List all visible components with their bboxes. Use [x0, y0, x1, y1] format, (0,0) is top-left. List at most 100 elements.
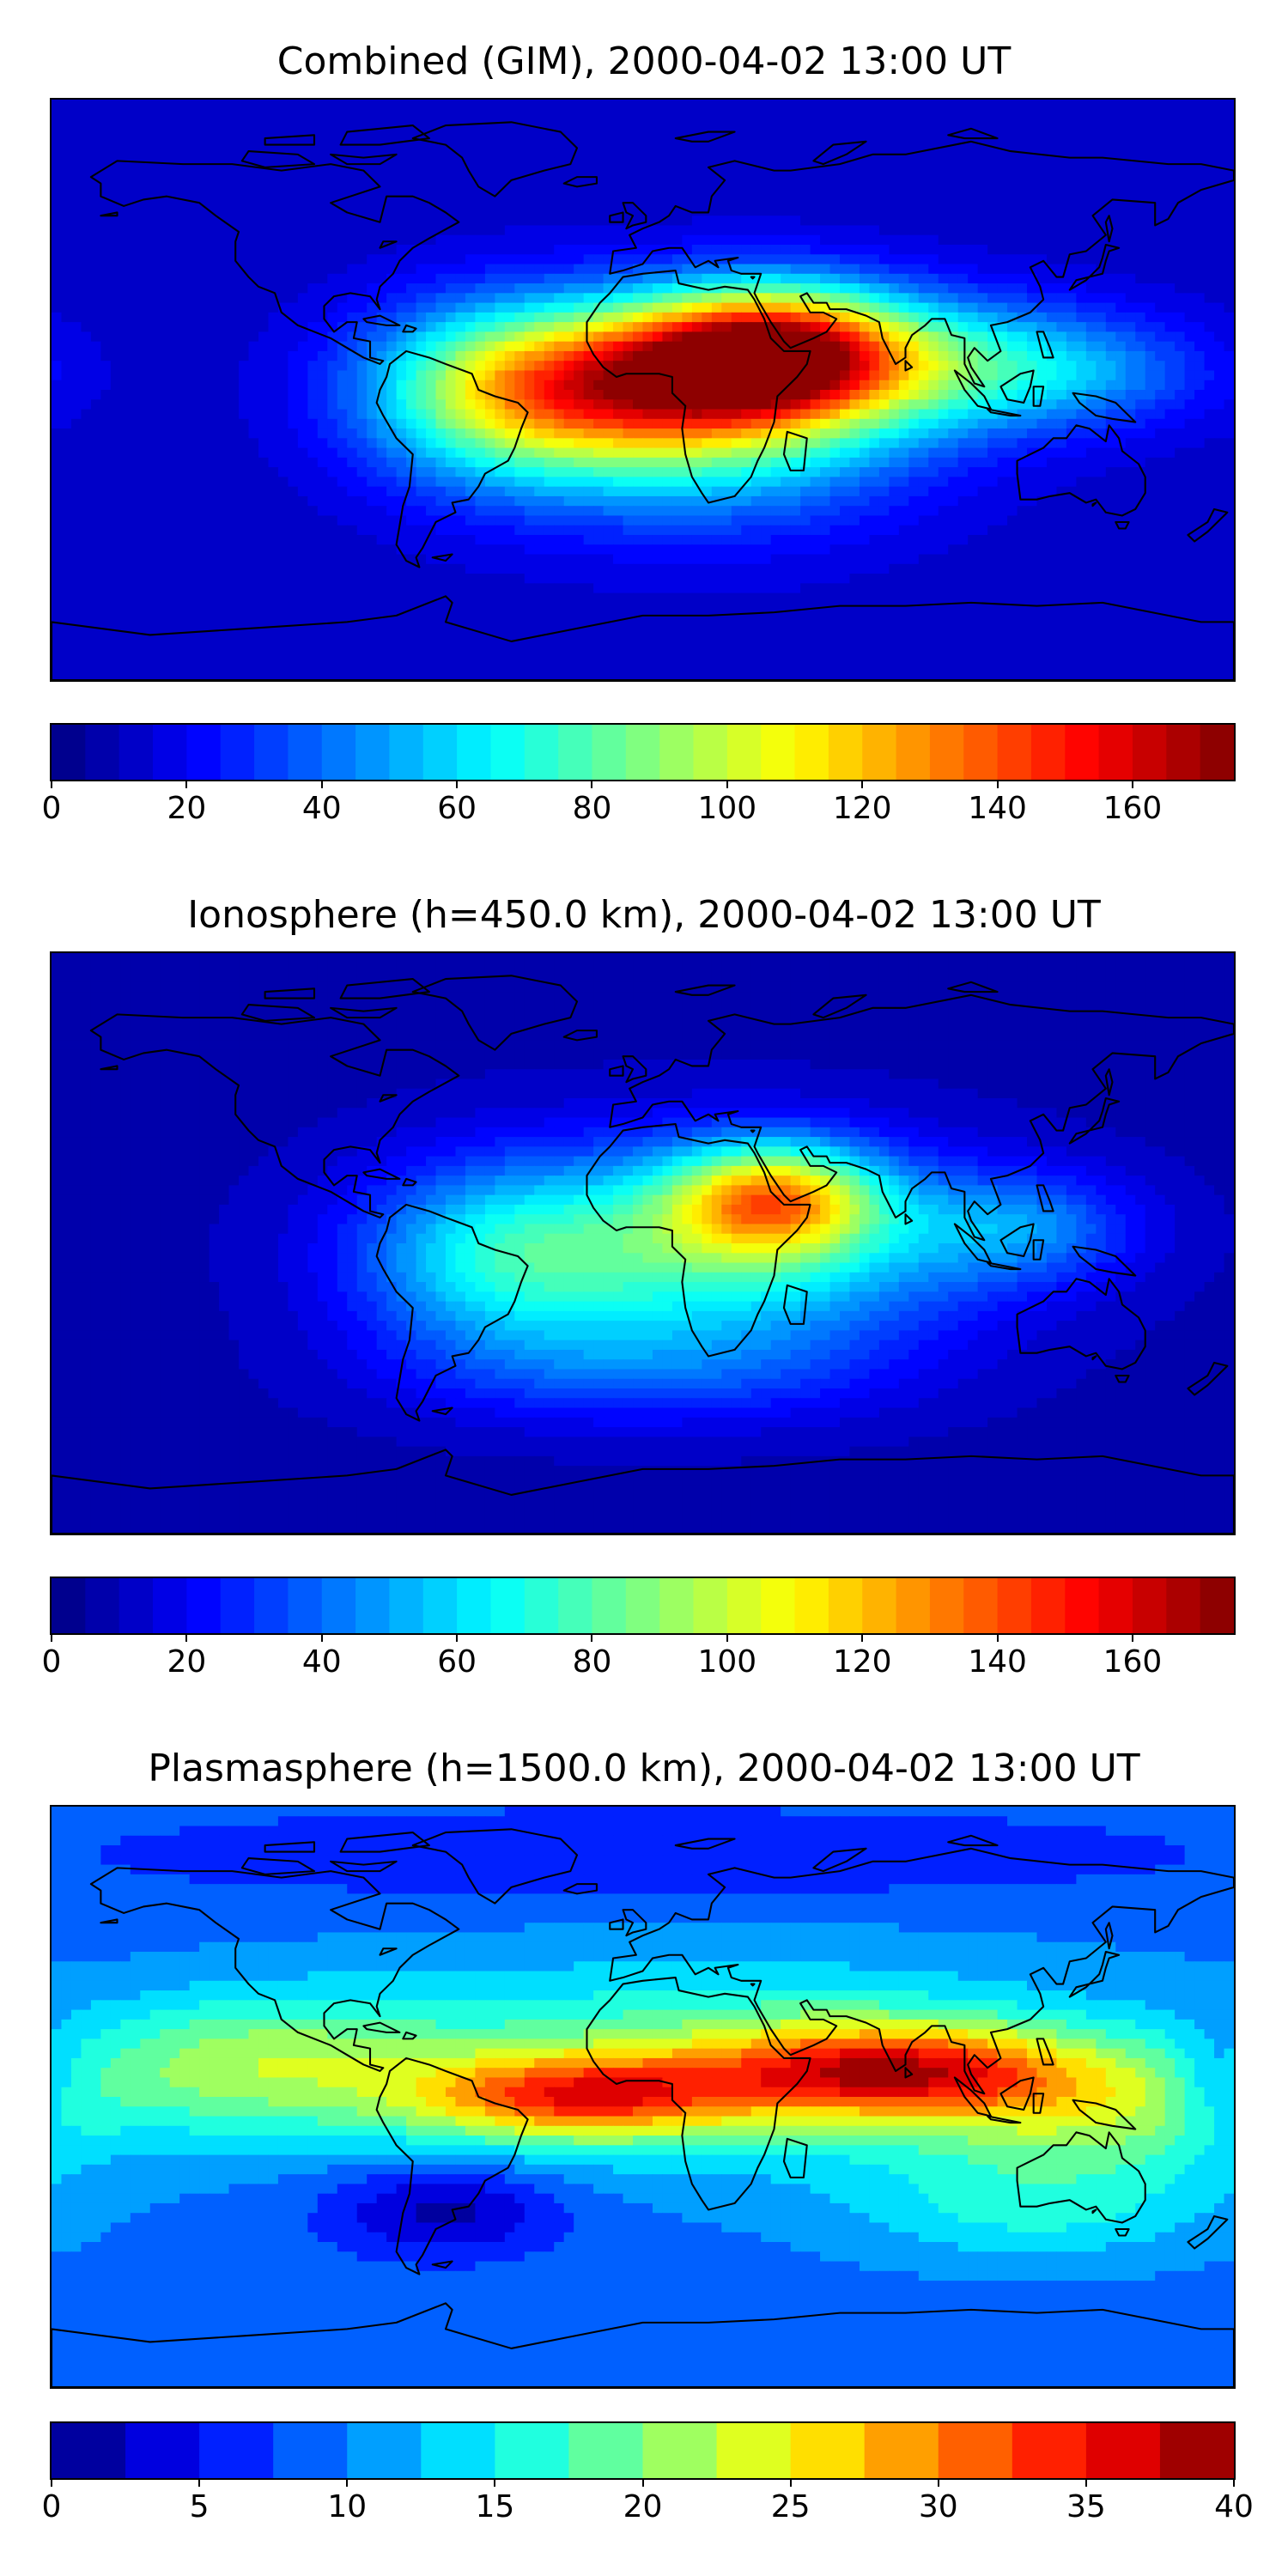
coastline: [609, 1847, 1234, 2095]
colorbar-tick-label: 80: [540, 792, 643, 826]
coastline: [1091, 501, 1097, 507]
colorbar-segment: [457, 1578, 492, 1633]
coastline: [562, 176, 598, 188]
colorbar-tick-mark: [51, 2478, 52, 2487]
colorbar-segment: [716, 2423, 792, 2478]
colorbar-segment: [896, 725, 931, 780]
coastline: [999, 1223, 1035, 1258]
coastline: [586, 1977, 811, 2211]
colorbar-tick-label: 0: [0, 1645, 103, 1680]
colorbar-segment: [490, 725, 526, 780]
coastline: [100, 1065, 118, 1071]
coastline: [264, 134, 316, 146]
colorbar-segment: [642, 2423, 718, 2478]
colorbar-segment: [1098, 1578, 1133, 1633]
coastline: [411, 1828, 579, 1905]
coastline: [609, 1918, 624, 1930]
panel-3-colorbar-ticks: 0 5 10 15 20 25 30 35 40: [42, 2478, 1254, 2530]
colorbar-segment: [963, 725, 999, 780]
colorbar-segment: [726, 1578, 762, 1633]
coastline: [1091, 2208, 1097, 2215]
colorbar-segment: [220, 725, 255, 780]
coastline: [402, 324, 417, 333]
colorbar-segment: [828, 1578, 863, 1633]
colorbar-segment: [355, 1578, 391, 1633]
colorbar-tick-mark: [789, 2478, 792, 2487]
coastline: [609, 140, 1234, 388]
coastline: [89, 1013, 460, 1218]
colorbar-tick-label: 40: [270, 792, 374, 826]
coastline: [379, 240, 398, 249]
coastline: [987, 1261, 1022, 1271]
colorbar-segment: [347, 2423, 422, 2478]
coastline: [609, 993, 1234, 1242]
colorbar-tick-mark: [996, 780, 999, 788]
coastline: [379, 1094, 398, 1103]
colorbar-tick-label: 0: [0, 792, 103, 826]
colorbar-segment: [1030, 725, 1066, 780]
colorbar-tick-mark: [591, 780, 593, 788]
colorbar-tick-label: 160: [1081, 792, 1184, 826]
colorbar-segment: [938, 2423, 1013, 2478]
colorbar-segment: [693, 725, 728, 780]
coastline: [1104, 1068, 1114, 1097]
coastline: [379, 1947, 398, 1956]
panel-2-colorbar-ticks: 0 20 40 60 80 100 120 140 160: [42, 1633, 1236, 1685]
colorbar-segment: [355, 725, 391, 780]
coastline: [100, 211, 118, 217]
coastline: [1115, 2227, 1130, 2237]
coastline: [812, 993, 867, 1019]
coastline: [330, 1860, 398, 1873]
colorbar-segment: [625, 725, 660, 780]
colorbar-tick-label: 60: [405, 1645, 508, 1680]
colorbar-tick-label: 120: [811, 1645, 914, 1680]
colorbar-segment: [495, 2423, 570, 2478]
colorbar-segment: [997, 725, 1032, 780]
coastline: [431, 2260, 453, 2269]
field-cells: [52, 100, 1234, 680]
colorbar-segment: [389, 725, 424, 780]
coastline: [1068, 1097, 1121, 1145]
coastline: [240, 1004, 316, 1022]
colorbar-segment: [896, 1578, 931, 1633]
coastline: [1104, 215, 1114, 243]
panel-2-map: [50, 951, 1236, 1535]
coastlines: [52, 975, 1234, 1534]
colorbar-tick-mark: [726, 780, 728, 788]
coastline: [782, 1284, 808, 1325]
colorbar-segment: [125, 2423, 200, 2478]
colorbar-tick-label: 20: [135, 1645, 238, 1680]
coastline: [1032, 386, 1045, 407]
coastline: [750, 1983, 756, 1987]
coastline: [339, 125, 430, 146]
colorbar-segment: [52, 725, 87, 780]
colorbar-tick-mark: [591, 1633, 593, 1642]
colorbar-tick-label: 60: [405, 792, 508, 826]
colorbar-segment: [118, 725, 154, 780]
colorbar-tick-label: 140: [946, 792, 1049, 826]
coastline: [1068, 243, 1121, 291]
coastline: [375, 349, 529, 568]
colorbar-tick-mark: [1233, 2478, 1235, 2487]
coastline: [782, 430, 808, 471]
coastline: [947, 1834, 999, 1847]
colorbar-segment: [862, 1578, 897, 1633]
colorbar-segment: [1085, 2423, 1161, 2478]
colorbar-segment: [273, 2423, 348, 2478]
colorbar-segment: [794, 1578, 829, 1633]
colorbar-segment: [1166, 1578, 1201, 1633]
colorbar-segment: [963, 1578, 999, 1633]
panel-2-map-svg: [52, 953, 1234, 1534]
coastline: [1032, 2093, 1045, 2114]
colorbar-tick-label: 20: [592, 2490, 695, 2524]
coastline: [987, 2115, 1022, 2124]
colorbar-segment: [558, 1578, 593, 1633]
panel-3-map: [50, 1805, 1236, 2389]
panel-2-colorbar-svg: [52, 1578, 1234, 1633]
colorbar-segment: [1132, 725, 1168, 780]
colorbar-tick-mark: [937, 2478, 939, 2487]
coastline: [411, 975, 579, 1051]
colorbar-segment: [422, 725, 458, 780]
coastline: [52, 2302, 1234, 2387]
coastline: [622, 1909, 647, 1937]
